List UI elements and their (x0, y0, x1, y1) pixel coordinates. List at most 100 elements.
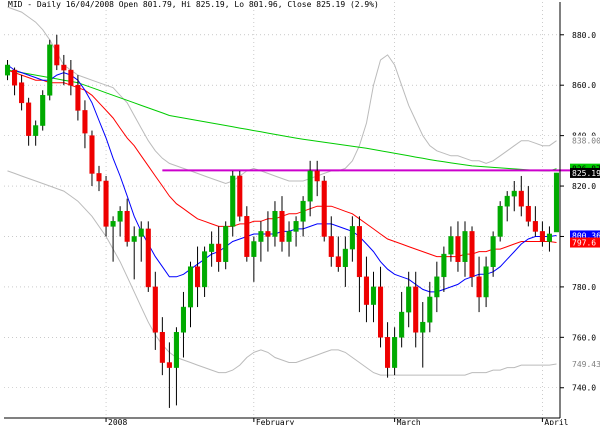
candle-body (33, 125, 39, 136)
candle-body (152, 286, 158, 333)
candle-body (47, 44, 53, 96)
candle-body (377, 286, 384, 338)
candle-body (300, 200, 306, 222)
candle-body (258, 231, 264, 242)
candle-body (216, 243, 222, 262)
value-label: 825.19 (572, 169, 600, 178)
y-tick-label: 880.0 (572, 31, 596, 40)
candle-body (117, 211, 123, 222)
candle-body (420, 321, 426, 333)
candle-body (251, 241, 257, 257)
x-tick-label: February (256, 418, 295, 425)
lower-band-line (7, 170, 557, 376)
candle-body (159, 332, 165, 363)
candle-body (525, 205, 531, 222)
candle-body (173, 332, 179, 368)
candle-body (124, 211, 130, 242)
candle-body (553, 172, 560, 233)
candle-body (448, 236, 454, 255)
value-label: 838.003 (572, 137, 600, 146)
candle-body (223, 226, 229, 262)
candle-body (89, 135, 95, 174)
candle-body (166, 362, 172, 368)
candle-body (483, 266, 489, 298)
x-tick-label: 2008 (108, 418, 127, 425)
value-label-box (570, 167, 600, 178)
candle-body (462, 231, 468, 262)
candle-body (335, 256, 341, 267)
candle-body (476, 276, 482, 298)
candle-body (272, 211, 278, 237)
candle-body (4, 64, 11, 76)
candle-body (406, 286, 412, 313)
candle-body (230, 175, 236, 227)
candle-body (187, 266, 194, 308)
candle-body (68, 69, 74, 86)
candle-body (511, 190, 517, 197)
candle-body (40, 95, 46, 126)
candle-body (469, 231, 475, 278)
y-tick-label: 740.0 (572, 384, 596, 393)
candle-body (385, 337, 391, 368)
value-label-box (570, 230, 600, 241)
candle-body (504, 195, 510, 207)
candle-body (202, 251, 208, 288)
candle-body (518, 190, 524, 207)
candle-body (497, 205, 503, 237)
candle-body (455, 236, 461, 262)
candle-body (131, 236, 137, 242)
candle-body (265, 231, 271, 237)
candle-body (441, 253, 447, 278)
candle-body (307, 170, 313, 202)
candle-body (82, 110, 88, 134)
y-tick-label: 860.0 (572, 81, 596, 90)
candle-body (321, 180, 327, 237)
candle-body (532, 221, 538, 232)
candle-body (61, 64, 67, 71)
slow-moving-average-line (7, 69, 557, 172)
candle-body (145, 228, 151, 288)
candle-body (279, 211, 285, 242)
candle-body (314, 170, 320, 182)
candle-body (349, 226, 355, 250)
value-label: 797.6 (572, 239, 596, 248)
value-label-box (570, 237, 600, 248)
candle-body (413, 286, 419, 333)
y-tick-label: 780.0 (572, 283, 596, 292)
candle-body (293, 221, 299, 232)
candle-body (180, 306, 187, 333)
upper-band-line (7, 6, 557, 185)
candle-body (103, 180, 109, 227)
candle-body (342, 248, 348, 267)
candle-body (356, 226, 362, 278)
candle-body (26, 102, 32, 136)
candle-body (286, 231, 292, 242)
candle-body (328, 236, 334, 257)
x-tick-label: March (397, 418, 421, 425)
value-label: 749.439 (572, 360, 600, 369)
candle-body (490, 236, 496, 267)
chart-title: MID - Daily 16/04/2008 Open 801.79, Hi 8… (8, 0, 379, 9)
candle-body (363, 276, 369, 305)
x-tick-label: April (544, 418, 568, 425)
candle-body (54, 44, 60, 66)
y-tick-label: 760.0 (572, 333, 596, 342)
candle-body (392, 337, 398, 368)
candle-body (138, 228, 144, 237)
candle-body (370, 286, 377, 305)
candle-body (237, 175, 243, 217)
value-label-box (570, 359, 600, 370)
candle-body (96, 173, 102, 182)
y-tick-label: 820.0 (572, 182, 596, 191)
candle-body (75, 84, 81, 111)
candle-body (244, 216, 250, 257)
candle-body (434, 276, 440, 298)
candle-body (209, 243, 215, 252)
candle-body (539, 231, 545, 242)
value-label-box (570, 135, 600, 146)
candle-body (546, 233, 552, 242)
candle-body (12, 69, 18, 86)
value-label: 800.366 (572, 231, 600, 240)
